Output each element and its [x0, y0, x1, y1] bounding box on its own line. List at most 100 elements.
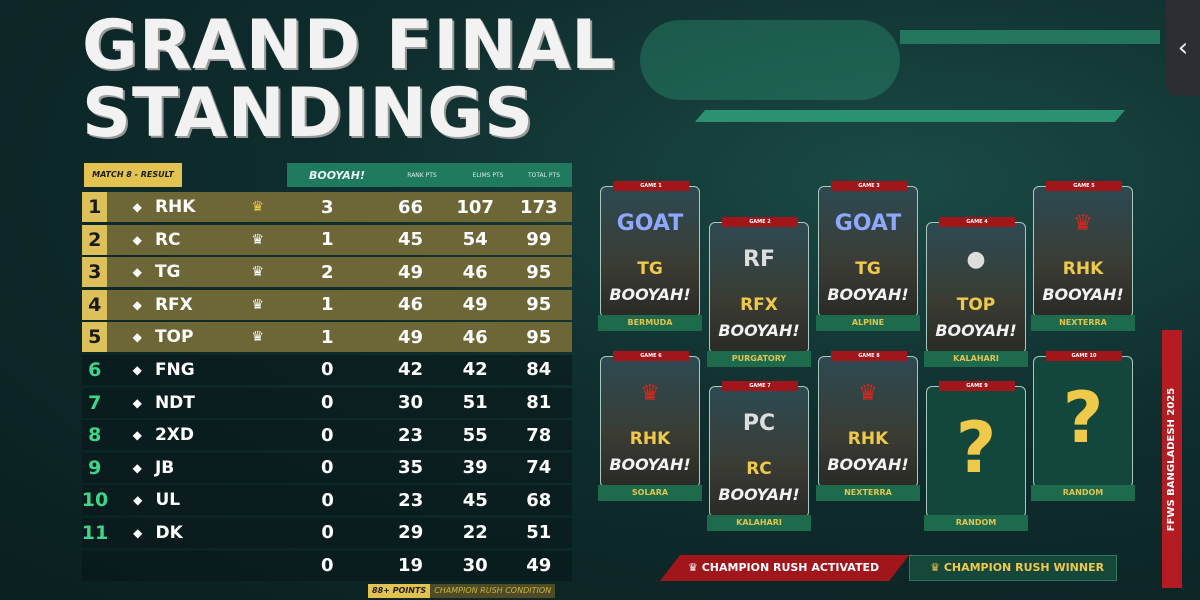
crown-icon: ♛ [930, 561, 944, 574]
crown-icon: ♛ [251, 264, 264, 281]
game-label: GAME 6 [613, 351, 689, 361]
unknown-winner-icon: ? [955, 407, 997, 489]
winner-team: TOP [956, 295, 996, 315]
decor-stripe [900, 30, 1160, 44]
game-card: GAME 2 RF RFX BOOYAH! PURGATORY [707, 217, 811, 367]
team-name: TOP [154, 327, 194, 348]
collapse-panel-button[interactable]: ‹ [1166, 0, 1200, 96]
winner-team: RHK [847, 429, 889, 449]
game-label: GAME 9 [939, 381, 1015, 391]
game-label: GAME 3 [831, 181, 907, 191]
elims-pts: 54 [462, 229, 488, 251]
team-logo-icon: ◆ [132, 428, 142, 443]
rank: 7 [88, 391, 102, 414]
decor-stripe [640, 20, 900, 100]
total-pts: 81 [526, 392, 552, 414]
winner-team: RHK [1062, 259, 1104, 279]
page-title: GRAND FINAL STANDINGS [82, 6, 616, 153]
total-pts: 78 [526, 424, 552, 446]
rank: 10 [81, 489, 109, 512]
elims-pts: 51 [462, 392, 488, 414]
game-card: GAME 3 GOAT TG BOOYAH! ALPINE [816, 181, 920, 331]
crown-icon: ♛ [251, 296, 264, 313]
total-pts: 84 [526, 359, 552, 381]
table-row: 2 ◆ RC ♛ 1 45 54 99 [82, 224, 572, 255]
map-name: NEXTERRA [1031, 315, 1135, 331]
booyah-text: BOOYAH! [935, 321, 1017, 340]
booyah-count: 3 [321, 196, 334, 218]
condition-label: CHAMPION RUSH CONDITION [430, 584, 556, 598]
game-card: GAME 7 PC RC BOOYAH! KALAHARI [707, 381, 811, 531]
game-label: GAME 5 [1046, 181, 1122, 191]
booyah-count: 0 [321, 457, 334, 479]
booyah-count: 0 [321, 489, 334, 511]
rank-pts: 19 [397, 555, 424, 577]
rank: 8 [88, 424, 102, 447]
legend: ♛ CHAMPION RUSH ACTIVATED ♛ CHAMPION RUS… [660, 555, 1118, 581]
decor-stripe [694, 110, 1126, 122]
team-logo-icon: ● [966, 247, 986, 272]
map-name: BERMUDA [598, 315, 702, 331]
elims-pts: 46 [462, 326, 488, 348]
table-row: 1 ◆ RHK ♛ 3 66 107 173 [82, 192, 572, 222]
legend-activated: ♛ CHAMPION RUSH ACTIVATED [660, 555, 910, 581]
game-card: GAME 1 GOAT TG BOOYAH! BERMUDA [598, 181, 702, 331]
booyah-text: BOOYAH! [718, 485, 800, 504]
elims-pts: 22 [462, 522, 488, 544]
rank-pts: 23 [397, 424, 424, 446]
team-name: FNG [154, 359, 195, 380]
total-pts: 99 [526, 229, 552, 251]
total-pts: 95 [526, 294, 552, 316]
table-row: 10 ◆ UL 0 23 45 68 [81, 485, 572, 516]
winner-team: RFX [740, 295, 778, 315]
team-logo-icon: ◆ [132, 460, 142, 475]
team-name: RFX [154, 294, 193, 315]
total-pts: 173 [519, 196, 558, 218]
game-label: GAME 1 [613, 181, 689, 191]
header-booyah: BOOYAH! [309, 168, 365, 182]
rank: 1 [82, 192, 108, 222]
elims-pts: 49 [462, 294, 488, 316]
booyah-count: 0 [321, 522, 334, 544]
winner-team: RHK [629, 429, 671, 449]
total-pts: 49 [526, 555, 552, 577]
team-logo-icon: ♛ [640, 381, 660, 406]
unknown-winner-icon: ? [1062, 377, 1104, 459]
total-pts: 68 [526, 489, 552, 511]
team-name: JB [154, 457, 175, 478]
booyah-text: BOOYAH! [609, 455, 691, 474]
event-tag-label: FFWS BANGLADESH 2025 [1166, 387, 1178, 531]
rank: 2 [82, 224, 108, 255]
table-row: 0 19 30 49 [82, 550, 572, 581]
rank [82, 551, 107, 581]
team-name: TG [154, 262, 181, 283]
map-name: PURGATORY [707, 351, 811, 367]
elims-pts: 30 [462, 555, 488, 577]
table-row: 9 ◆ JB 0 35 39 74 [82, 452, 572, 483]
elims-pts: 45 [462, 489, 488, 511]
table-row: 3 ◆ TG ♛ 2 49 46 95 [82, 257, 572, 288]
map-name: NEXTERRA [816, 485, 920, 501]
header-elims-pts: ELIMS PTS [472, 171, 504, 179]
match-label: MATCH 8 - RESULT [84, 163, 182, 187]
team-logo-icon: ◆ [132, 200, 142, 214]
map-name: RANDOM [1031, 485, 1135, 501]
game-label: GAME 2 [722, 217, 798, 227]
map-name: KALAHARI [924, 351, 1028, 367]
rank-pts: 46 [397, 294, 424, 316]
table-row: 6 ◆ FNG 0 42 42 84 [82, 354, 572, 385]
rank: 9 [88, 456, 102, 479]
rank: 3 [82, 257, 108, 288]
total-pts: 95 [526, 326, 552, 348]
total-pts: 51 [526, 522, 552, 544]
team-name: NDT [154, 392, 195, 413]
team-logo-icon: ◆ [132, 362, 142, 377]
rank-pts: 29 [398, 522, 424, 544]
table-header: BOOYAH! RANK PTS ELIMS PTS TOTAL PTS [287, 163, 572, 187]
winner-team: TG [637, 259, 663, 279]
game-card: GAME 5 ♛ RHK BOOYAH! NEXTERRA [1031, 181, 1135, 331]
rank-pts: 49 [397, 326, 424, 348]
booyah-count: 1 [321, 326, 334, 348]
rank-pts: 35 [397, 457, 424, 479]
game-label: GAME 8 [831, 351, 907, 361]
